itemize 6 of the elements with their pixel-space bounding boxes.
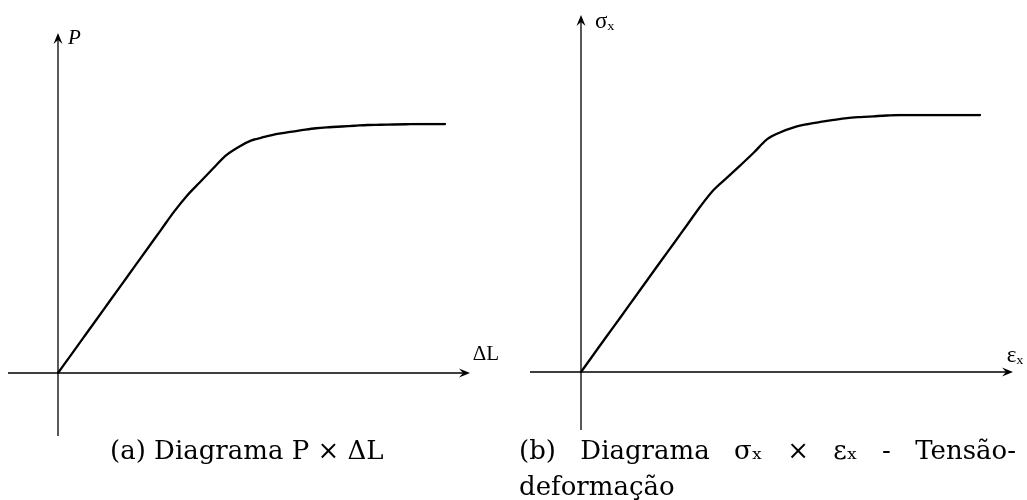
text: (b) Diagrama σₓ × εₓ - Tensão-deformação (519, 434, 1016, 500)
text: (a) Diagrama P × ΔL (110, 434, 385, 467)
x-axis-title: εₓ (1006, 342, 1024, 368)
x-axis-title: ΔL (472, 340, 500, 365)
y-axis-title: P (67, 24, 81, 49)
y-axis-title: σₓ (595, 8, 615, 34)
